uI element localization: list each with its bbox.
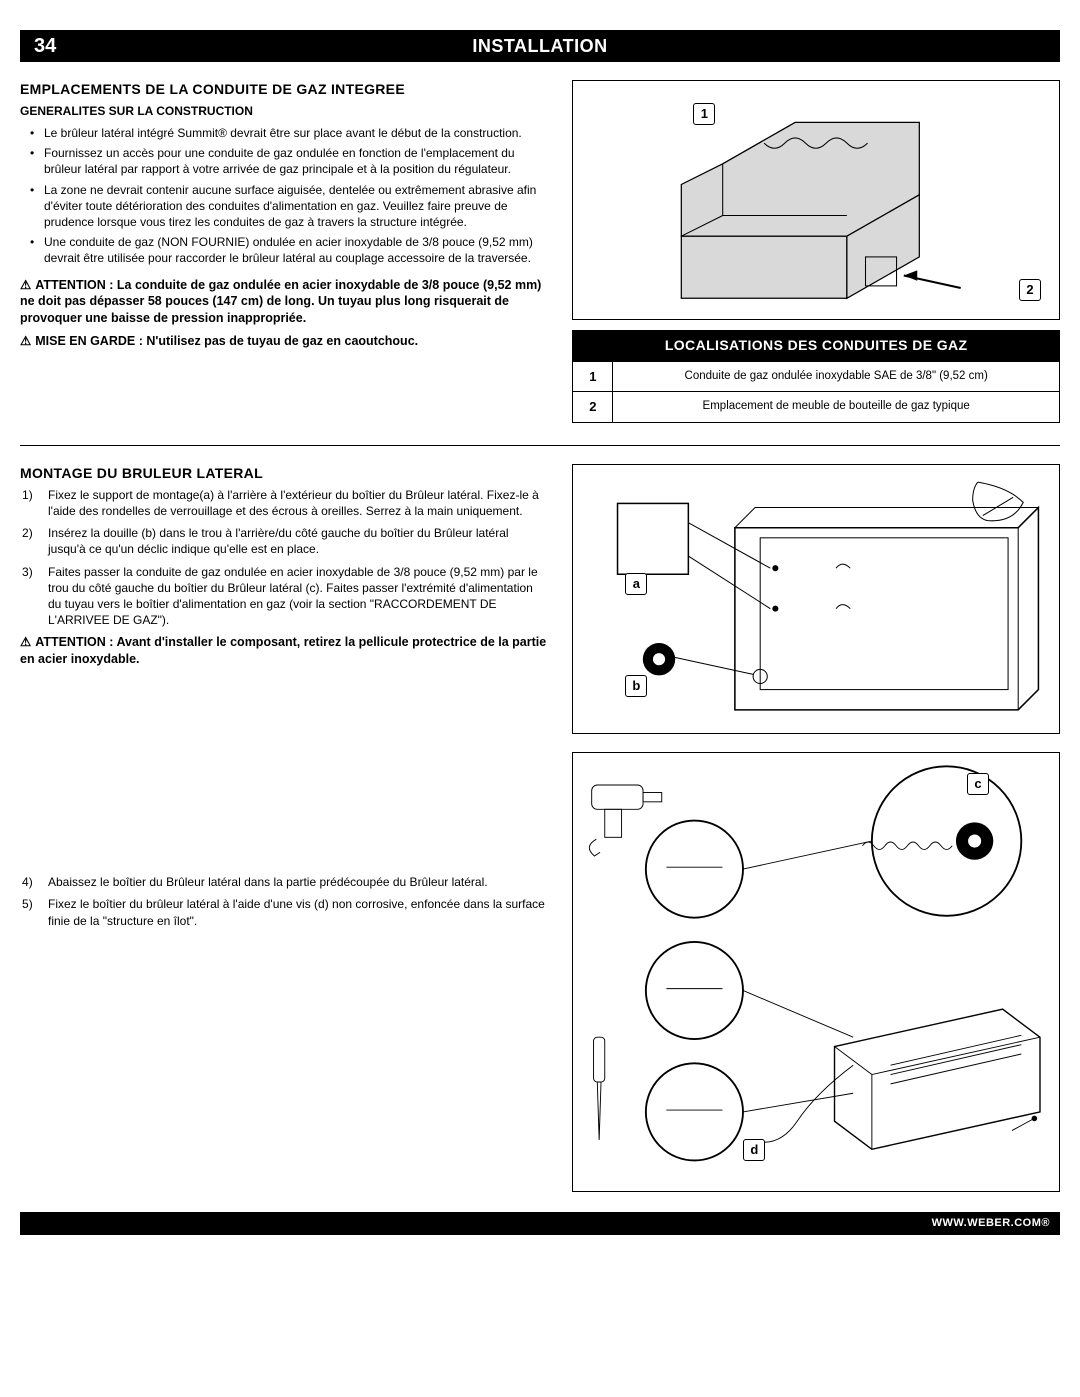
footer-url: WWW.WEBER.COM® xyxy=(932,1217,1050,1229)
bullet-item: La zone ne devrait contenir aucune surfa… xyxy=(44,182,548,231)
callout-b: b xyxy=(625,675,647,697)
table-cell-text: Conduite de gaz ondulée inoxydable SAE d… xyxy=(613,361,1060,392)
bullet-item: Fournissez un accès pour une conduite de… xyxy=(44,145,548,177)
figure-mounting-bracket: a b xyxy=(572,464,1060,734)
locations-table-wrap: LOCALISATIONS DES CONDUITES DE GAZ 1 Con… xyxy=(572,330,1060,423)
table-cell-text: Emplacement de meuble de bouteille de ga… xyxy=(613,392,1060,423)
callout-2: 2 xyxy=(1019,279,1041,301)
step-item: Abaissez le boîtier du Brûleur latéral d… xyxy=(48,874,548,890)
warning-attention: ⚠ATTENTION : La conduite de gaz ondulée … xyxy=(20,277,548,328)
figure-gas-locations: 1 2 xyxy=(572,80,1060,320)
callout-c: c xyxy=(967,773,989,795)
warning-icon: ⚠ xyxy=(20,635,31,649)
header-bar: 34 INSTALLATION xyxy=(20,30,1060,62)
section1-heading: EMPLACEMENTS DE LA CONDUITE DE GAZ INTEG… xyxy=(20,80,548,99)
table-row: 1 Conduite de gaz ondulée inoxydable SAE… xyxy=(573,361,1060,392)
mounting-steps-top: Fixez le support de montage(a) à l'arriè… xyxy=(20,487,548,629)
mounting-steps-bottom: Abaissez le boîtier du Brûleur latéral d… xyxy=(20,874,548,929)
table-cell-num: 1 xyxy=(573,361,613,392)
section2-heading: MONTAGE DU BRULEUR LATERAL xyxy=(20,464,548,483)
callout-a: a xyxy=(625,573,647,595)
step-item: Fixez le support de montage(a) à l'arriè… xyxy=(48,487,548,519)
lower-row: MONTAGE DU BRULEUR LATERAL Fixez le supp… xyxy=(20,464,1060,1192)
callout-1: 1 xyxy=(693,103,715,125)
callout-d: d xyxy=(743,1139,765,1161)
table-row: 2 Emplacement de meuble de bouteille de … xyxy=(573,392,1060,423)
step-item: Faites passer la conduite de gaz ondulée… xyxy=(48,564,548,629)
figures-column: a b xyxy=(572,464,1060,1192)
warning-icon: ⚠ xyxy=(20,334,31,348)
warning-icon: ⚠ xyxy=(20,278,31,292)
warning-text: ATTENTION : La conduite de gaz ondulée e… xyxy=(20,278,541,326)
locations-table: 1 Conduite de gaz ondulée inoxydable SAE… xyxy=(572,361,1060,423)
section-mounting: MONTAGE DU BRULEUR LATERAL Fixez le supp… xyxy=(20,464,548,1192)
bullet-item: Une conduite de gaz (NON FOURNIE) ondulé… xyxy=(44,234,548,266)
upper-row: EMPLACEMENTS DE LA CONDUITE DE GAZ INTEG… xyxy=(20,80,1060,423)
section-gas-line: EMPLACEMENTS DE LA CONDUITE DE GAZ INTEG… xyxy=(20,80,548,423)
section1-bullets: Le brûleur latéral intégré Summit® devra… xyxy=(20,125,548,267)
figure-install-box: c d xyxy=(572,752,1060,1192)
section-divider xyxy=(20,445,1060,446)
warning-caution: ⚠ MISE EN GARDE : N'utilisez pas de tuyau… xyxy=(20,333,548,350)
bullet-item: Le brûleur latéral intégré Summit® devra… xyxy=(44,125,548,141)
figure1-column: 1 2 LOCALISATIONS DES CONDUITES DE GAZ 1… xyxy=(572,80,1060,423)
step-item: Insérez la douille (b) dans le trou à l'… xyxy=(48,525,548,557)
step-item: Fixez le boîtier du brûleur latéral à l'… xyxy=(48,896,548,928)
page-title: INSTALLATION xyxy=(20,34,1060,58)
warning-attention: ⚠ATTENTION : Avant d'installer le compos… xyxy=(20,634,548,668)
warning-text: MISE EN GARDE : N'utilisez pas de tuyau … xyxy=(35,334,418,348)
locations-table-title: LOCALISATIONS DES CONDUITES DE GAZ xyxy=(572,330,1060,361)
table-cell-num: 2 xyxy=(573,392,613,423)
section1-subheading: GENERALITES SUR LA CONSTRUCTION xyxy=(20,103,548,119)
footer-bar: WWW.WEBER.COM® xyxy=(20,1212,1060,1235)
warning-text: ATTENTION : Avant d'installer le composa… xyxy=(20,635,546,666)
